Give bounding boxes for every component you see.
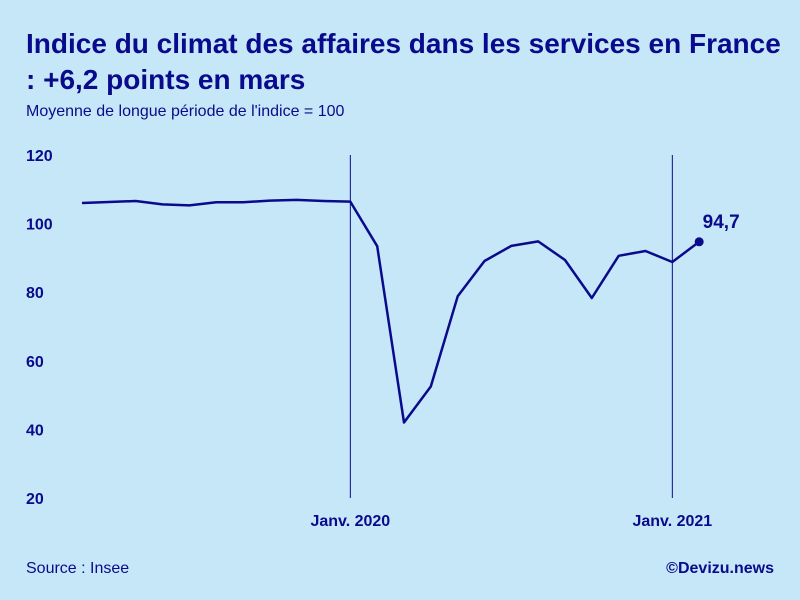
series-line: [81, 198, 700, 424]
credit-label: ©Devizu.news: [666, 560, 774, 577]
y-tick-label: 120: [26, 148, 53, 165]
chart-title: Indice du climat des affaires dans les s…: [26, 28, 781, 95]
y-tick-label: 60: [26, 354, 44, 371]
y-tick-label: 40: [26, 422, 44, 439]
x-tick-label: Janv. 2020: [310, 513, 390, 530]
line-chart: 120 100 80 60 40 20 Janv. 2020 Janv. 2021 94,7: [26, 148, 740, 530]
y-tick-label: 20: [26, 491, 44, 508]
chart-subtitle: Moyenne de longue période de l'indice = …: [26, 103, 345, 120]
y-tick-label: 100: [26, 217, 53, 234]
source-note: Source : Insee: [26, 560, 130, 577]
last-value-label: 94,7: [703, 212, 740, 233]
last-point-marker: [694, 237, 704, 247]
x-tick-label: Janv. 2021: [632, 513, 712, 530]
y-tick-label: 80: [26, 285, 44, 302]
